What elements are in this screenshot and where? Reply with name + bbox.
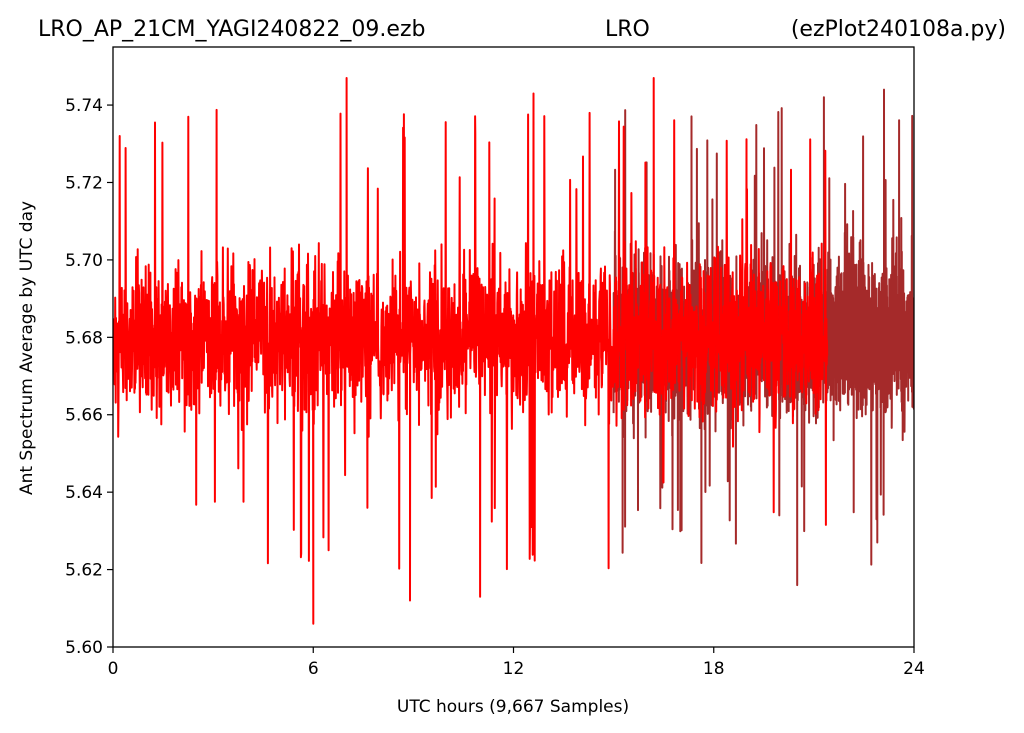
y-tick-label: 5.60 (65, 638, 103, 658)
x-axis: 0 6 12 18 24 (108, 647, 925, 679)
y-tick-label: 5.66 (65, 406, 103, 426)
y-axis-label: Ant Spectrum Average by UTC day (17, 201, 37, 495)
y-tick-label: 5.62 (65, 561, 103, 581)
y-tick-label: 5.72 (65, 173, 103, 193)
x-tick-label: 24 (903, 659, 925, 679)
y-tick-label: 5.68 (65, 328, 103, 348)
chart-title-station: LRO (605, 17, 650, 42)
series-layer (113, 77, 914, 625)
y-tick-label: 5.70 (65, 251, 103, 271)
x-tick-label: 18 (703, 659, 725, 679)
y-tick-label: 5.64 (65, 483, 103, 503)
chart-title-file: LRO_AP_21CM_YAGI240822_09.ezb (38, 17, 425, 42)
x-tick-label: 12 (503, 659, 525, 679)
chart-title-script: (ezPlot240108a.py) (791, 17, 1006, 42)
x-axis-label: UTC hours (9,667 Samples) (397, 697, 629, 717)
y-tick-label: 5.74 (65, 96, 103, 116)
x-tick-label: 6 (308, 659, 319, 679)
series-line-1 (113, 77, 829, 625)
x-tick-label: 0 (108, 659, 119, 679)
y-axis: 5.60 5.62 5.64 5.66 5.68 5.70 5.72 5.74 (65, 96, 113, 658)
